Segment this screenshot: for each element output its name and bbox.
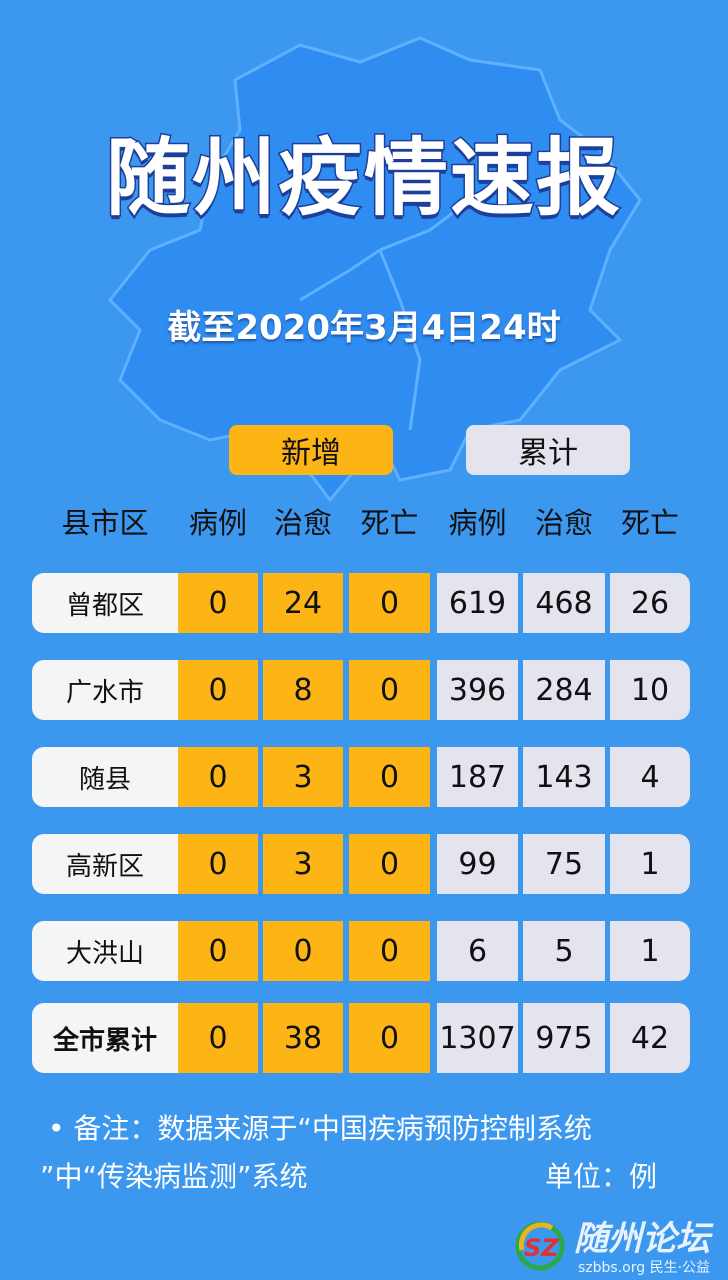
value-cell: 8	[263, 660, 343, 720]
district-name: 曾都区	[32, 573, 178, 633]
district-name: 广水市	[32, 660, 178, 720]
date-subtitle: 截至2020年3月4日24时	[167, 308, 561, 348]
table-row: 全市累计 0 38 0 1307 975 42	[32, 1003, 690, 1073]
value-cell: 0	[349, 747, 430, 807]
value-cell: 1	[610, 834, 690, 894]
value-cell: 187	[437, 747, 518, 807]
value-cell: 619	[437, 573, 518, 633]
value-cell: 975	[523, 1003, 605, 1073]
column-header: 治愈	[534, 506, 593, 540]
value-cell: 0	[349, 1003, 430, 1073]
value-cell: 0	[178, 660, 258, 720]
value-cell: 99	[437, 834, 518, 894]
logo-text: 随州论坛	[574, 1219, 710, 1259]
district-name: 随县	[32, 747, 178, 807]
svg-text:SZ: SZ	[524, 1234, 559, 1262]
value-cell: 24	[263, 573, 343, 633]
tab-new: 新增	[229, 425, 393, 475]
value-cell: 0	[178, 834, 258, 894]
tab-cumulative: 累计	[466, 425, 630, 475]
column-header: 病例	[448, 506, 507, 540]
column-header: 治愈	[273, 506, 332, 540]
unit-label: 单位：例	[545, 1160, 658, 1193]
table-row: 曾都区 0 24 0 619 468 26	[32, 573, 690, 633]
value-cell: 1307	[437, 1003, 518, 1073]
value-cell: 0	[178, 573, 258, 633]
value-cell: 38	[263, 1003, 343, 1073]
logo: SZ 随州论坛 szbbs.org 民生·公益	[512, 1220, 726, 1278]
value-cell: 3	[263, 834, 343, 894]
value-cell: 0	[178, 747, 258, 807]
value-cell: 1	[610, 921, 690, 981]
sz-logo-icon: SZ	[515, 1221, 565, 1271]
table-row: 大洪山 0 0 0 6 5 1	[32, 921, 690, 981]
logo-subtext: szbbs.org 民生·公益	[578, 1260, 711, 1276]
value-cell: 143	[523, 747, 605, 807]
value-cell: 0	[349, 573, 430, 633]
value-cell: 396	[437, 660, 518, 720]
value-cell: 10	[610, 660, 690, 720]
table-row: 广水市 0 8 0 396 284 10	[32, 660, 690, 720]
note-line1: • 备注：数据来源于“中国疾病预防控制系统	[48, 1112, 592, 1145]
column-header: 死亡	[620, 506, 679, 540]
value-cell: 0	[178, 921, 258, 981]
value-cell: 5	[523, 921, 605, 981]
value-cell: 6	[437, 921, 518, 981]
value-cell: 0	[349, 921, 430, 981]
value-cell: 3	[263, 747, 343, 807]
note-line2: ”中“传染病监测”系统	[40, 1160, 308, 1193]
value-cell: 0	[178, 1003, 258, 1073]
table-row: 高新区 0 3 0 99 75 1	[32, 834, 690, 894]
value-cell: 0	[349, 660, 430, 720]
value-cell: 468	[523, 573, 605, 633]
value-cell: 75	[523, 834, 605, 894]
value-cell: 0	[263, 921, 343, 981]
district-name: 大洪山	[32, 921, 178, 981]
value-cell: 0	[349, 834, 430, 894]
page-title: 随州疫情速报	[104, 128, 622, 229]
value-cell: 26	[610, 573, 690, 633]
district-name: 高新区	[32, 834, 178, 894]
value-cell: 42	[610, 1003, 690, 1073]
value-cell: 284	[523, 660, 605, 720]
column-header: 病例	[188, 506, 247, 540]
table-row: 随县 0 3 0 187 143 4	[32, 747, 690, 807]
district-name: 全市累计	[32, 1003, 178, 1073]
column-header: 县市区	[61, 506, 149, 540]
suizhou-map	[107, 36, 642, 503]
column-header: 死亡	[360, 506, 419, 540]
value-cell: 4	[610, 747, 690, 807]
